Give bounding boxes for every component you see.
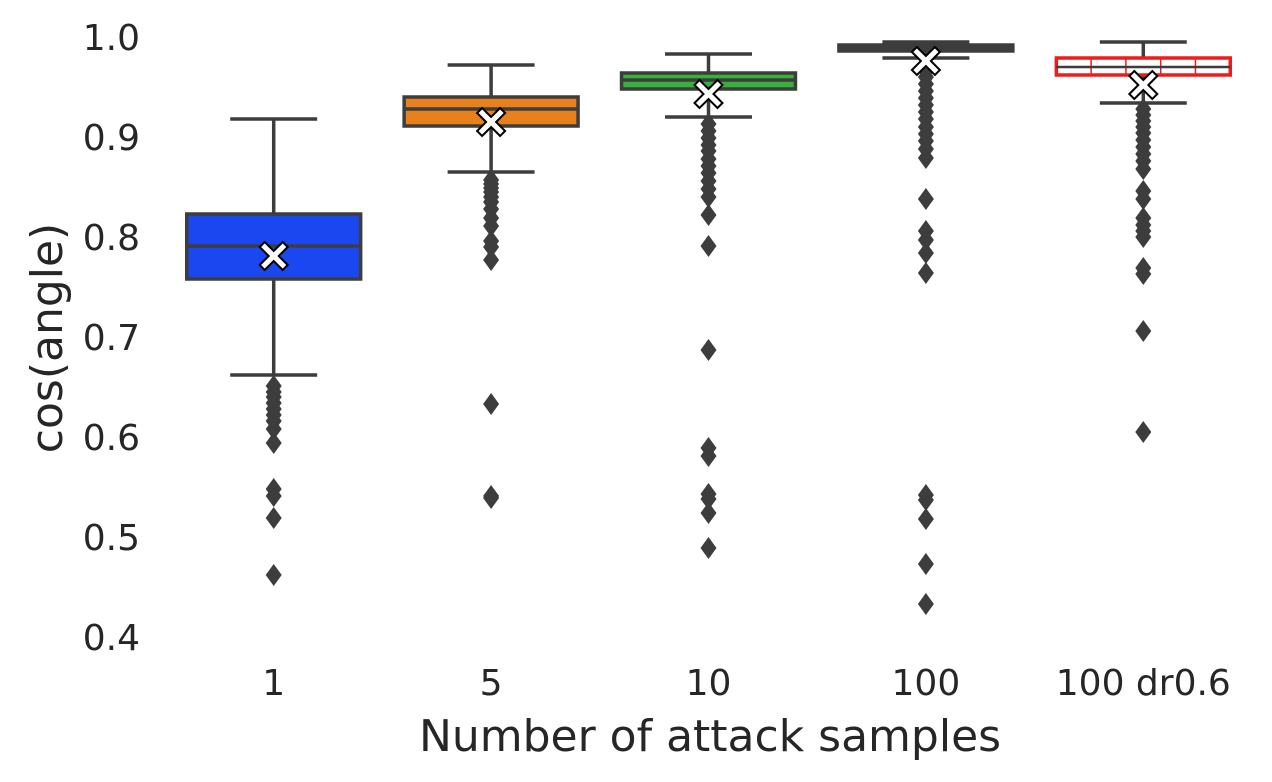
outlier-point	[700, 186, 717, 208]
outlier-point	[917, 508, 934, 530]
box-group	[619, 52, 798, 559]
y-tick-label: 0.6	[83, 418, 140, 459]
x-tick-label: 100 dr0.6	[1056, 663, 1231, 704]
outlier-point	[700, 204, 717, 226]
outlier-point	[700, 339, 717, 361]
outlier-point	[1135, 320, 1152, 342]
outlier-point	[483, 487, 500, 509]
x-tick-label: 5	[480, 663, 503, 704]
outlier-point	[917, 262, 934, 284]
outlier-point	[917, 229, 934, 251]
outlier-point	[483, 236, 500, 258]
x-axis-label: Number of attack samples	[419, 711, 1001, 762]
box-group	[402, 63, 580, 509]
outlier-point	[265, 564, 282, 586]
box-series	[184, 40, 1233, 615]
y-tick-label: 0.9	[83, 118, 140, 159]
box-group	[837, 40, 1015, 615]
outlier-point	[917, 188, 934, 210]
outlier-point	[917, 489, 934, 511]
outlier-point	[483, 249, 500, 271]
outlier-point	[265, 485, 282, 507]
outlier-point	[917, 242, 934, 264]
outlier-point	[1135, 158, 1152, 180]
x-tick-label: 10	[686, 663, 732, 704]
mean-marker	[1127, 69, 1159, 101]
outlier-point	[700, 235, 717, 257]
x-tick-label: 1	[262, 663, 285, 704]
outlier-point	[700, 502, 717, 524]
outlier-point	[917, 593, 934, 615]
outlier-point	[483, 393, 500, 415]
outlier-point	[483, 215, 500, 237]
box-group	[1054, 40, 1233, 443]
box-group	[184, 117, 363, 586]
x-axis-ticks: 1 5 10 100 100 dr0.6	[262, 663, 1231, 704]
outlier-point	[1135, 263, 1152, 285]
y-tick-label: 1.0	[83, 18, 140, 59]
x-tick-label: 100	[892, 663, 961, 704]
y-tick-label: 0.8	[83, 218, 140, 259]
outlier-point	[265, 418, 282, 440]
outlier-point	[700, 537, 717, 559]
y-axis-label: cos(angle)	[22, 223, 73, 453]
outlier-point	[265, 507, 282, 529]
y-axis-ticks: 0.4 0.5 0.6 0.7 0.8 0.9 1.0	[83, 18, 140, 659]
outlier-point	[1135, 226, 1152, 248]
outlier-point	[700, 488, 717, 510]
mean-marker	[693, 78, 724, 110]
outlier-point	[700, 445, 717, 467]
mean-marker	[475, 106, 507, 138]
y-tick-label: 0.5	[83, 518, 140, 559]
mean-marker	[910, 45, 942, 77]
outlier-point	[917, 147, 934, 169]
y-tick-label: 0.4	[83, 618, 140, 659]
outlier-point	[1135, 188, 1152, 210]
outlier-point	[917, 553, 934, 575]
outlier-point	[1135, 421, 1152, 443]
mean-marker	[258, 240, 290, 272]
y-tick-label: 0.7	[83, 318, 140, 359]
outlier-point	[265, 432, 282, 454]
